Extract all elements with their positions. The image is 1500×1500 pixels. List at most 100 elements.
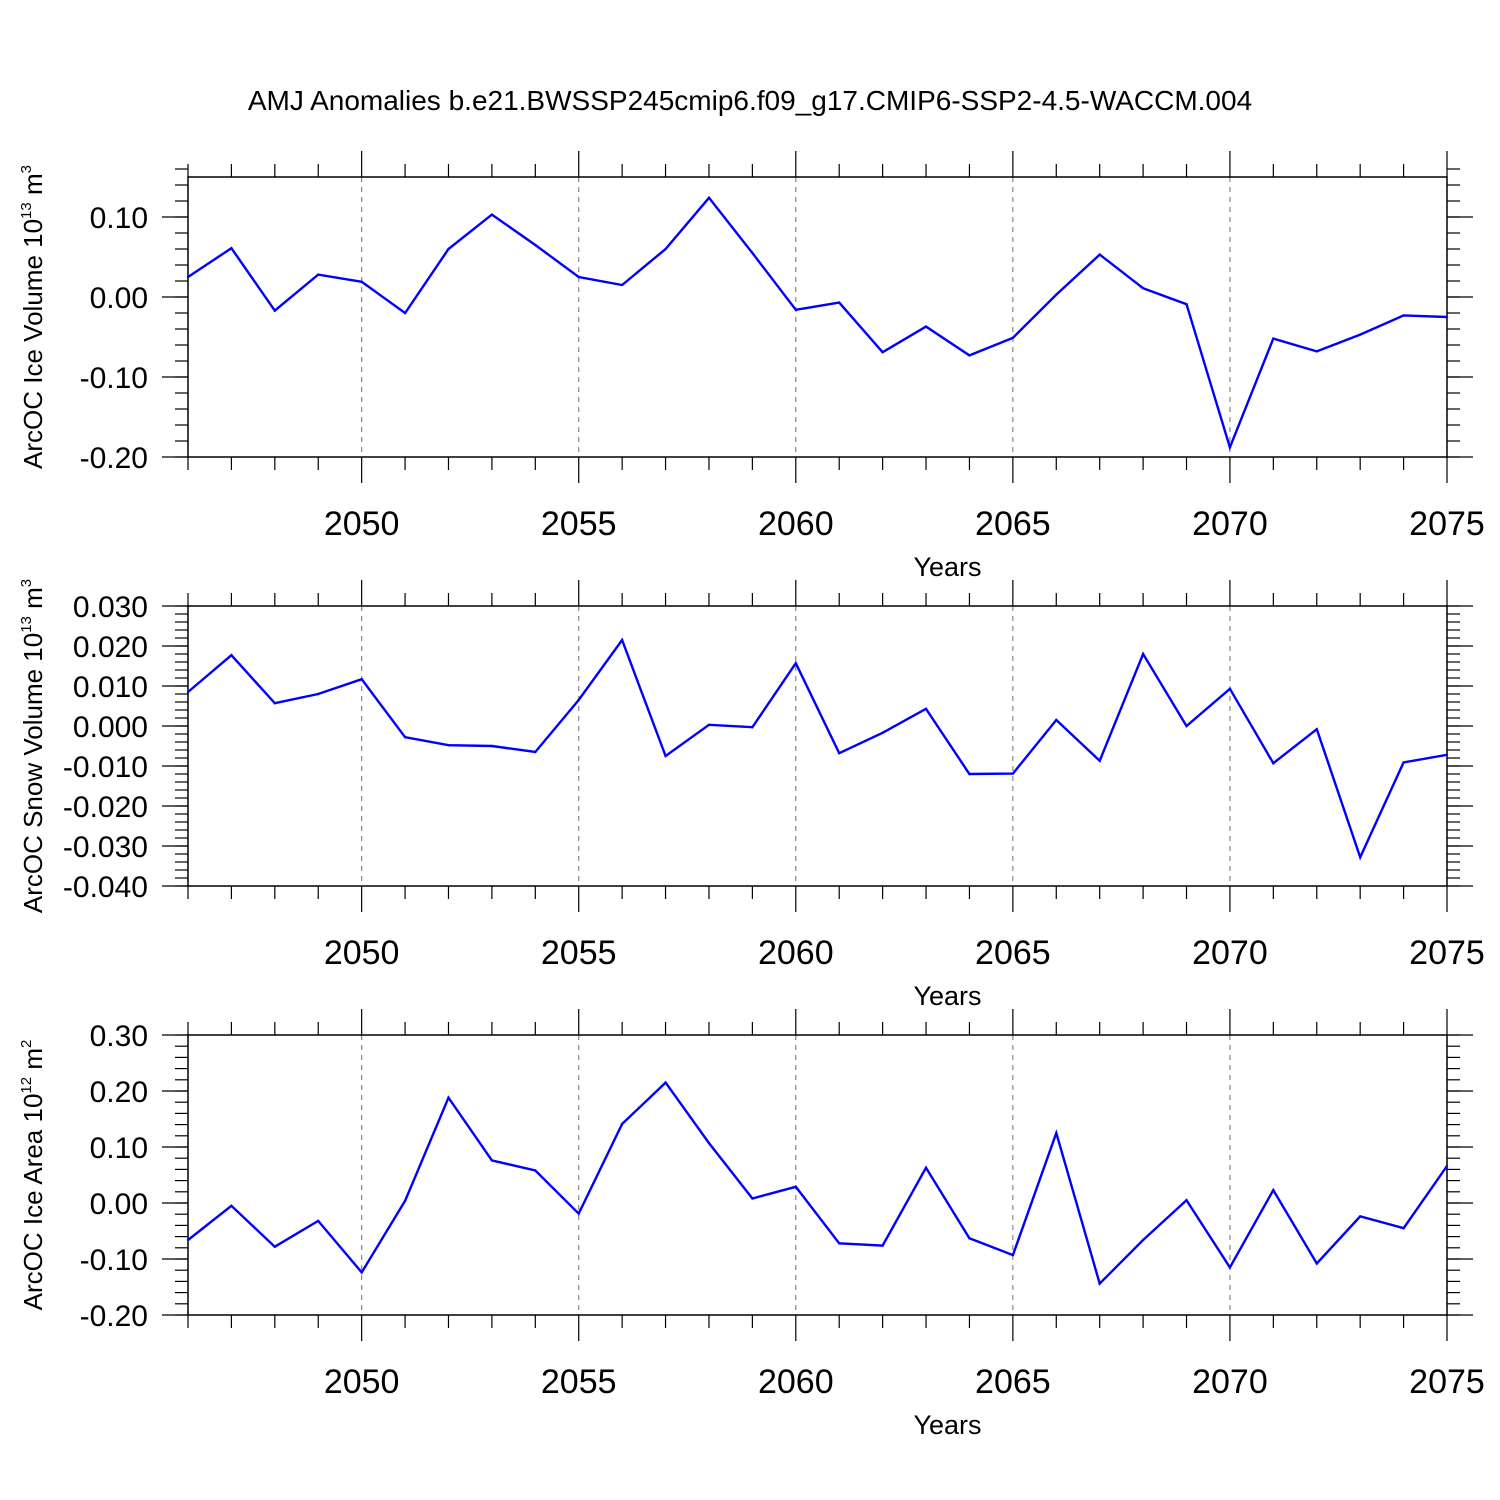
- data-point: [794, 308, 797, 311]
- data-point: [1185, 724, 1188, 728]
- y-tick-label: -0.10: [80, 1244, 148, 1277]
- panel-2: -0.040 -0.030 -0.020 -0.010 0.000 0.010 0.020 0…: [18, 579, 1485, 1011]
- data-point: [1228, 687, 1232, 690]
- data-point: [1358, 856, 1362, 859]
- data-point: [360, 1271, 363, 1274]
- data-point: [1098, 759, 1101, 762]
- series-line: [187, 637, 1448, 861]
- data-point: [490, 1159, 494, 1162]
- y-tick-label: 0.030: [73, 591, 148, 624]
- data-point: [751, 251, 754, 255]
- data-point: [1358, 1215, 1362, 1218]
- data-point: [360, 280, 363, 283]
- data-point: [273, 1245, 277, 1248]
- chart-title: AMJ Anomalies b.e21.BWSSP245cmip6.f09_g1…: [248, 85, 1252, 116]
- data-point: [1272, 1188, 1275, 1192]
- data-point: [1358, 333, 1362, 336]
- x-tick-label: 2070: [1192, 505, 1268, 543]
- y-tick-label: 0.010: [73, 671, 148, 704]
- data-point: [1402, 761, 1405, 764]
- data-point: [968, 354, 971, 357]
- data-point: [620, 283, 624, 287]
- x-tick-label: 2055: [541, 505, 617, 543]
- data-point: [707, 196, 711, 199]
- data-point: [1315, 728, 1318, 731]
- y-tick-label: 0.30: [90, 1020, 148, 1053]
- data-point: [534, 243, 537, 247]
- x-tick-label: 2055: [541, 1363, 617, 1401]
- data-point: [1402, 314, 1405, 317]
- data-point: [968, 772, 971, 776]
- data-point: [838, 752, 841, 755]
- data-point: [1098, 1282, 1101, 1285]
- data-point: [447, 744, 450, 747]
- data-point: [1011, 336, 1015, 339]
- data-point: [1055, 718, 1058, 722]
- data-point: [881, 1244, 884, 1247]
- data-point: [1185, 1199, 1188, 1202]
- data-point: [1228, 446, 1232, 449]
- data-point: [924, 1166, 928, 1169]
- data-point: [881, 351, 884, 354]
- data-point: [403, 1199, 407, 1202]
- plot-frame: [187, 1034, 1448, 1316]
- data-point: [794, 1185, 797, 1188]
- data-point: [273, 702, 277, 705]
- y-tick-label: -0.20: [80, 442, 148, 475]
- y-tick-label: 0.00: [90, 282, 148, 315]
- data-point: [881, 731, 884, 734]
- data-point: [403, 311, 407, 315]
- plot-frame: [187, 176, 1448, 458]
- y-tick-label: 0.20: [90, 1076, 148, 1109]
- data-point: [751, 726, 754, 729]
- data-point: [707, 1141, 711, 1145]
- data-point: [664, 1081, 667, 1084]
- data-point: [186, 275, 190, 279]
- y-tick-label: 0.000: [73, 711, 148, 744]
- data-point: [707, 723, 711, 726]
- y-tick-label: -0.020: [63, 791, 148, 824]
- data-point: [1011, 772, 1015, 775]
- data-point: [577, 698, 580, 702]
- x-tick-label: 2065: [975, 934, 1051, 972]
- data-point: [1141, 287, 1145, 290]
- series-line: [187, 1080, 1448, 1286]
- data-point: [403, 736, 407, 739]
- data-point: [1272, 762, 1275, 765]
- data-point: [620, 638, 624, 642]
- data-point: [1228, 1266, 1232, 1269]
- data-point: [1055, 1131, 1058, 1135]
- x-tick-label: 2070: [1192, 1363, 1268, 1401]
- series-line: [187, 195, 1448, 452]
- data-point: [317, 273, 320, 276]
- data-point: [1185, 303, 1188, 306]
- y-tick-label: -0.030: [63, 831, 148, 864]
- data-point: [1315, 1262, 1318, 1265]
- data-point: [1098, 253, 1101, 256]
- data-point: [1011, 1253, 1015, 1257]
- y-axis-label: ArcOC Ice Volume 1013 m3: [18, 165, 48, 469]
- data-point: [360, 678, 363, 681]
- data-point: [1272, 337, 1275, 340]
- data-point: [1445, 315, 1449, 319]
- y-tick-label: 0.020: [73, 631, 148, 664]
- data-point: [447, 247, 450, 251]
- data-point: [1445, 1164, 1449, 1168]
- panel-1: -0.20 -0.10 0.00 0.10 2050 2055 2060 2065 2070 20…: [18, 151, 1485, 582]
- x-tick-label: 2070: [1192, 934, 1268, 972]
- data-point: [230, 247, 233, 250]
- x-tick-label: 2060: [758, 505, 834, 543]
- data-point: [577, 1212, 580, 1215]
- x-tick-label: 2065: [975, 1363, 1051, 1401]
- x-axis-label: Years: [913, 1410, 981, 1440]
- data-point: [924, 325, 928, 328]
- data-point: [1141, 1238, 1145, 1242]
- data-point: [968, 1237, 971, 1240]
- x-axis-label: Years: [913, 552, 981, 582]
- y-axis-label: ArcOC Ice Area 1012 m2: [18, 1040, 48, 1311]
- x-tick-label: 2050: [324, 1363, 400, 1401]
- data-point: [534, 750, 537, 754]
- x-tick-label: 2060: [758, 934, 834, 972]
- data-point: [1141, 652, 1145, 656]
- x-tick-label: 2050: [324, 934, 400, 972]
